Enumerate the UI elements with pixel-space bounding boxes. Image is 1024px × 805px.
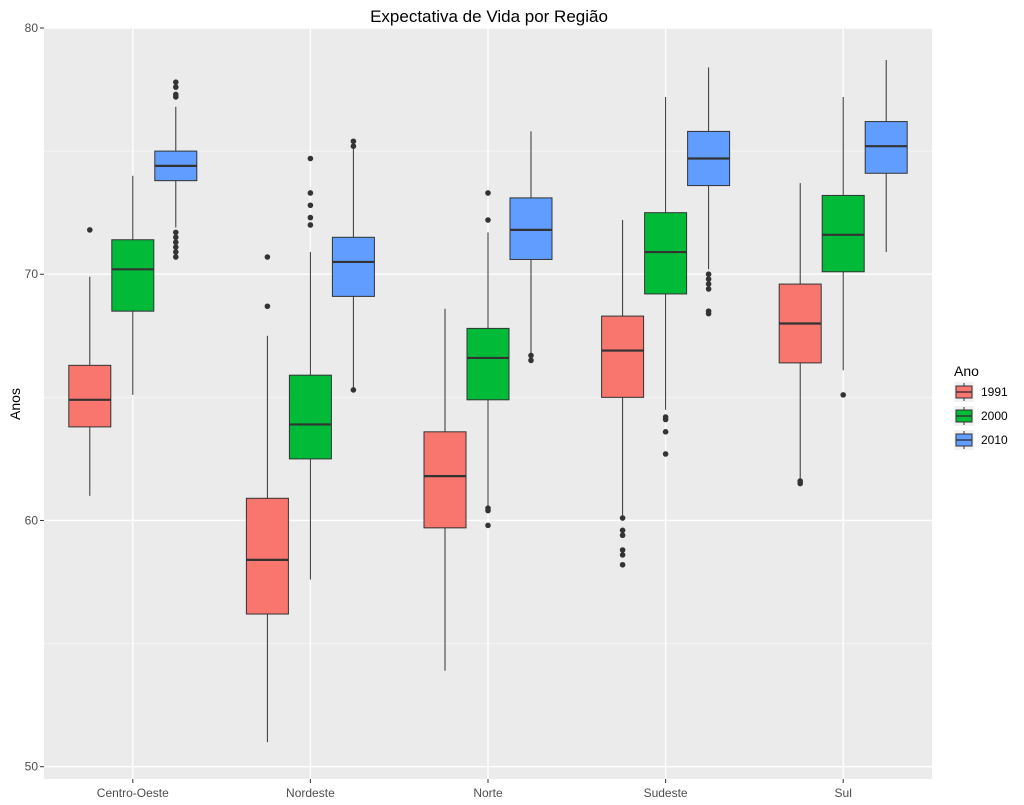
box bbox=[821, 194, 865, 273]
chart-title: Expectativa de Vida por Região bbox=[370, 7, 608, 26]
box bbox=[509, 197, 553, 260]
y-tick-label: 60 bbox=[25, 513, 39, 527]
outlier-point bbox=[350, 143, 357, 149]
outlier-point bbox=[307, 222, 314, 228]
outlier-point bbox=[350, 387, 357, 393]
box bbox=[864, 121, 908, 174]
outlier-point bbox=[705, 276, 712, 282]
box-group bbox=[687, 67, 731, 317]
x-tick-label: Nordeste bbox=[286, 786, 335, 800]
outlier-point bbox=[485, 217, 491, 223]
box bbox=[644, 212, 688, 295]
legend-label: 2000 bbox=[981, 409, 1008, 423]
outlier-point bbox=[307, 190, 314, 196]
x-tick-label: Centro-Oeste bbox=[97, 786, 169, 800]
outlier-point bbox=[264, 303, 271, 310]
legend-label: 2010 bbox=[981, 433, 1008, 447]
box-group bbox=[466, 190, 510, 529]
x-tick-label: Sudeste bbox=[644, 786, 688, 800]
outlier-point bbox=[619, 552, 626, 558]
outlier-point bbox=[485, 190, 491, 196]
box bbox=[68, 364, 112, 428]
legend-title: Ano bbox=[954, 363, 979, 379]
box-group bbox=[288, 155, 332, 580]
outlier-point bbox=[173, 229, 179, 236]
outlier-point bbox=[307, 155, 314, 162]
outlier-point bbox=[662, 451, 669, 457]
outlier-point bbox=[350, 138, 357, 145]
legend: Ano 1991 2000 2010 bbox=[954, 363, 1008, 450]
box bbox=[111, 239, 155, 312]
outlier-point bbox=[619, 547, 626, 553]
outlier-point bbox=[173, 244, 179, 250]
boxes-layer bbox=[68, 60, 908, 743]
outlier-point bbox=[619, 561, 626, 568]
outlier-point bbox=[173, 234, 179, 241]
outlier-point bbox=[797, 478, 803, 484]
box-group bbox=[111, 175, 155, 395]
outlier-point bbox=[173, 91, 179, 98]
box-group bbox=[245, 254, 289, 743]
box-group bbox=[821, 96, 865, 398]
box bbox=[331, 236, 375, 297]
y-tick-label: 50 bbox=[25, 760, 39, 774]
outlier-point bbox=[173, 239, 179, 246]
outlier-point bbox=[307, 214, 314, 221]
box-group bbox=[68, 227, 112, 496]
legend-label: 1991 bbox=[981, 385, 1008, 399]
x-axis: Centro-Oeste Nordeste Norte Sudeste Sul bbox=[97, 779, 852, 800]
outlier-point bbox=[307, 202, 314, 209]
x-tick-label: Sul bbox=[835, 786, 852, 800]
box bbox=[423, 431, 467, 529]
box-group bbox=[509, 131, 553, 364]
outlier-point bbox=[173, 254, 179, 260]
box bbox=[601, 315, 645, 398]
outlier-point bbox=[528, 352, 534, 359]
box-group bbox=[864, 60, 908, 253]
box bbox=[288, 374, 332, 460]
x-tick-label: Norte bbox=[473, 786, 503, 800]
outlier-point bbox=[485, 522, 491, 529]
box-group bbox=[154, 79, 198, 260]
outlier-point bbox=[619, 532, 626, 539]
outlier-point bbox=[264, 254, 271, 260]
outlier-point bbox=[840, 392, 846, 398]
box bbox=[245, 497, 289, 615]
box-group bbox=[778, 183, 822, 487]
box-group bbox=[601, 220, 645, 568]
outlier-point bbox=[619, 515, 626, 521]
outlier-point bbox=[619, 527, 626, 534]
outlier-point bbox=[173, 79, 179, 85]
box-group bbox=[331, 138, 375, 393]
outlier-point bbox=[705, 308, 712, 314]
box bbox=[466, 327, 510, 401]
outlier-point bbox=[173, 84, 179, 90]
y-tick-label: 80 bbox=[25, 21, 39, 35]
y-axis-title: Anos bbox=[7, 388, 23, 420]
box-group bbox=[644, 96, 688, 457]
outlier-point bbox=[705, 271, 712, 278]
y-tick-label: 70 bbox=[25, 267, 39, 281]
outlier-point bbox=[87, 227, 93, 233]
outlier-point bbox=[662, 416, 669, 423]
outlier-point bbox=[173, 249, 179, 255]
outlier-point bbox=[705, 286, 712, 292]
outlier-point bbox=[528, 357, 534, 364]
outlier-point bbox=[705, 281, 712, 287]
outlier-point bbox=[485, 505, 491, 511]
y-axis: 50 60 70 80 bbox=[25, 21, 44, 774]
box-group bbox=[423, 308, 467, 671]
outlier-point bbox=[662, 429, 669, 435]
